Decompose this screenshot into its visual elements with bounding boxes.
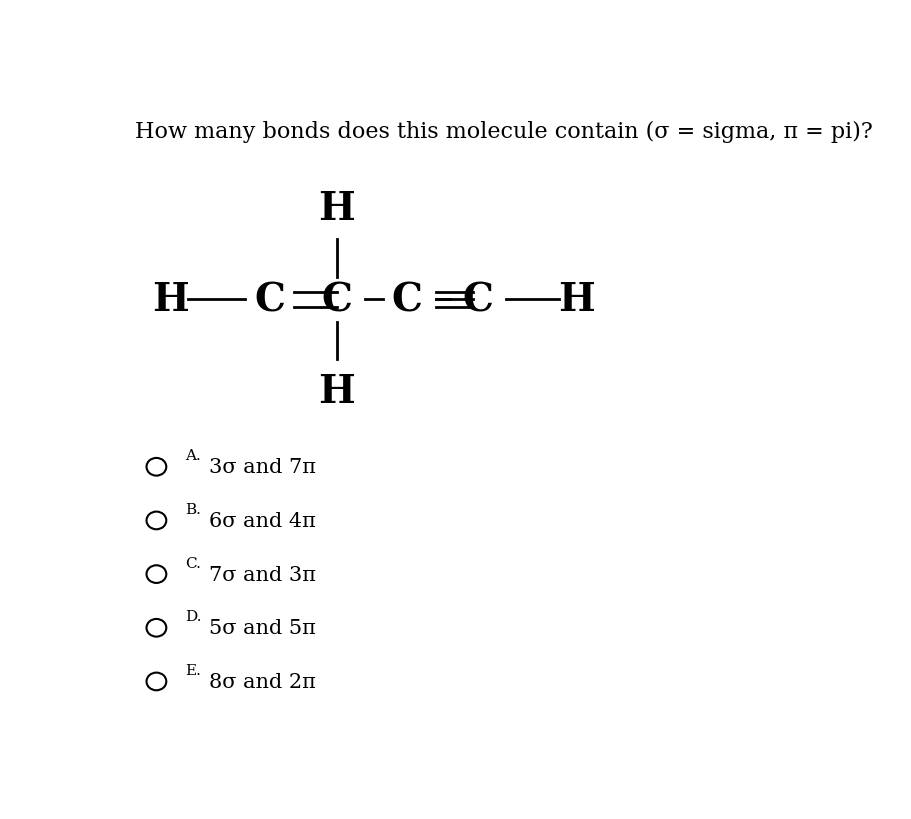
- Text: D.: D.: [184, 609, 201, 623]
- Text: H: H: [318, 373, 354, 410]
- Text: H: H: [558, 281, 595, 319]
- Text: How many bonds does this molecule contain (σ = sigma, π = pi)?: How many bonds does this molecule contai…: [135, 120, 872, 143]
- Text: 8σ and 2π: 8σ and 2π: [210, 672, 316, 691]
- Text: C: C: [462, 281, 493, 319]
- Text: B.: B.: [184, 503, 200, 517]
- Text: C: C: [392, 281, 423, 319]
- Text: 5σ and 5π: 5σ and 5π: [210, 618, 316, 637]
- Text: A.: A.: [184, 449, 200, 463]
- Text: 6σ and 4π: 6σ and 4π: [210, 511, 316, 530]
- Text: 7σ and 3π: 7σ and 3π: [210, 565, 316, 584]
- Text: H: H: [318, 190, 354, 228]
- Text: C: C: [254, 281, 284, 319]
- Text: C.: C.: [184, 556, 200, 570]
- Text: C: C: [321, 281, 352, 319]
- Text: H: H: [152, 281, 189, 319]
- Text: E.: E.: [184, 663, 200, 677]
- Text: 3σ and 7π: 3σ and 7π: [210, 458, 316, 477]
